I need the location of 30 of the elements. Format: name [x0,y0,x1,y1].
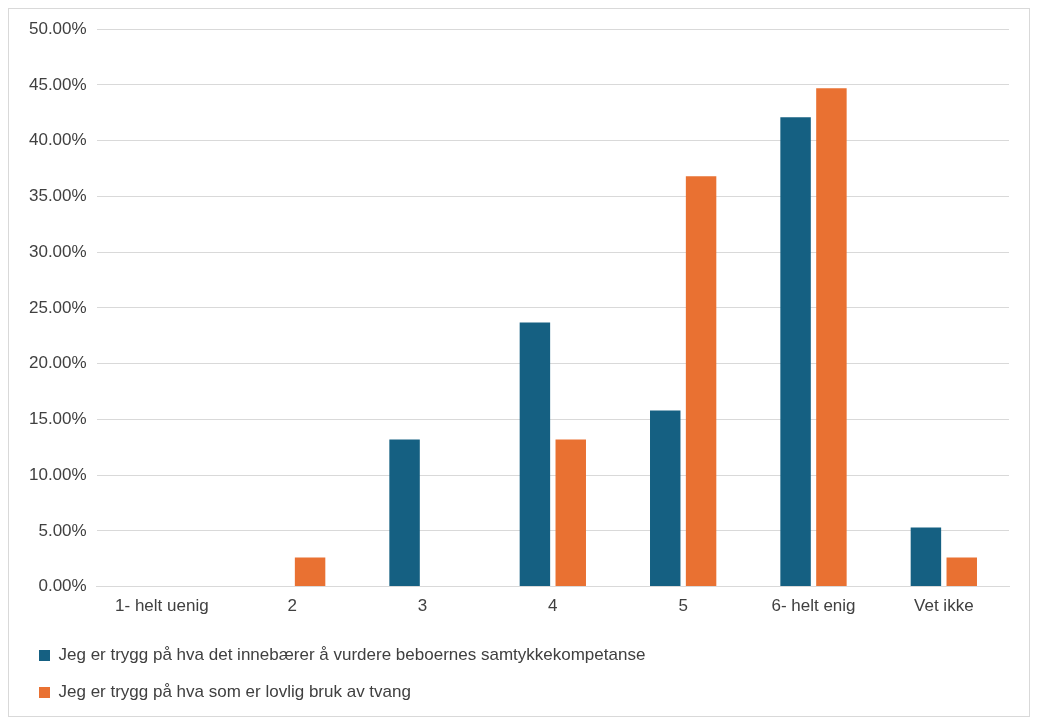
legend-label: Jeg er trygg på hva det innebærer å vurdere beboernes samtykkekompetanse [58,645,646,665]
x-tick-label: 4 [548,596,558,616]
bar [650,410,681,587]
y-tick-label: 5.00% [38,520,87,540]
bar [519,322,551,587]
y-tick-label: 30.00% [28,241,87,261]
y-tick-label: 40.00% [28,130,87,150]
y-tick-label: 10.00% [28,464,87,484]
x-tick-label: 1- helt uenig [115,596,209,616]
x-tick-label: 6- helt enig [771,596,856,616]
x-tick-label: Vet ikke [914,596,974,616]
bar [555,439,586,587]
bar [910,527,942,587]
y-tick-label: 20.00% [28,353,87,373]
x-tick-label: 3 [417,596,428,616]
x-tick-label: 5 [678,596,688,616]
bar [389,439,420,587]
y-tick-label: 35.00% [28,186,87,206]
bar [946,557,977,587]
y-tick-label: 15.00% [28,409,87,429]
y-tick-label: 45.00% [28,74,87,94]
x-tick-label: 2 [287,596,297,616]
bar [816,88,847,587]
bar [780,117,811,587]
y-tick-label: 0.00% [38,576,87,596]
legend-label: Jeg er trygg på hva som er lovlig bruk av tvang [58,682,411,702]
bar [294,557,326,587]
y-tick-label: 50.00% [28,18,87,38]
bar [685,176,717,587]
y-tick-label: 25.00% [28,297,87,317]
